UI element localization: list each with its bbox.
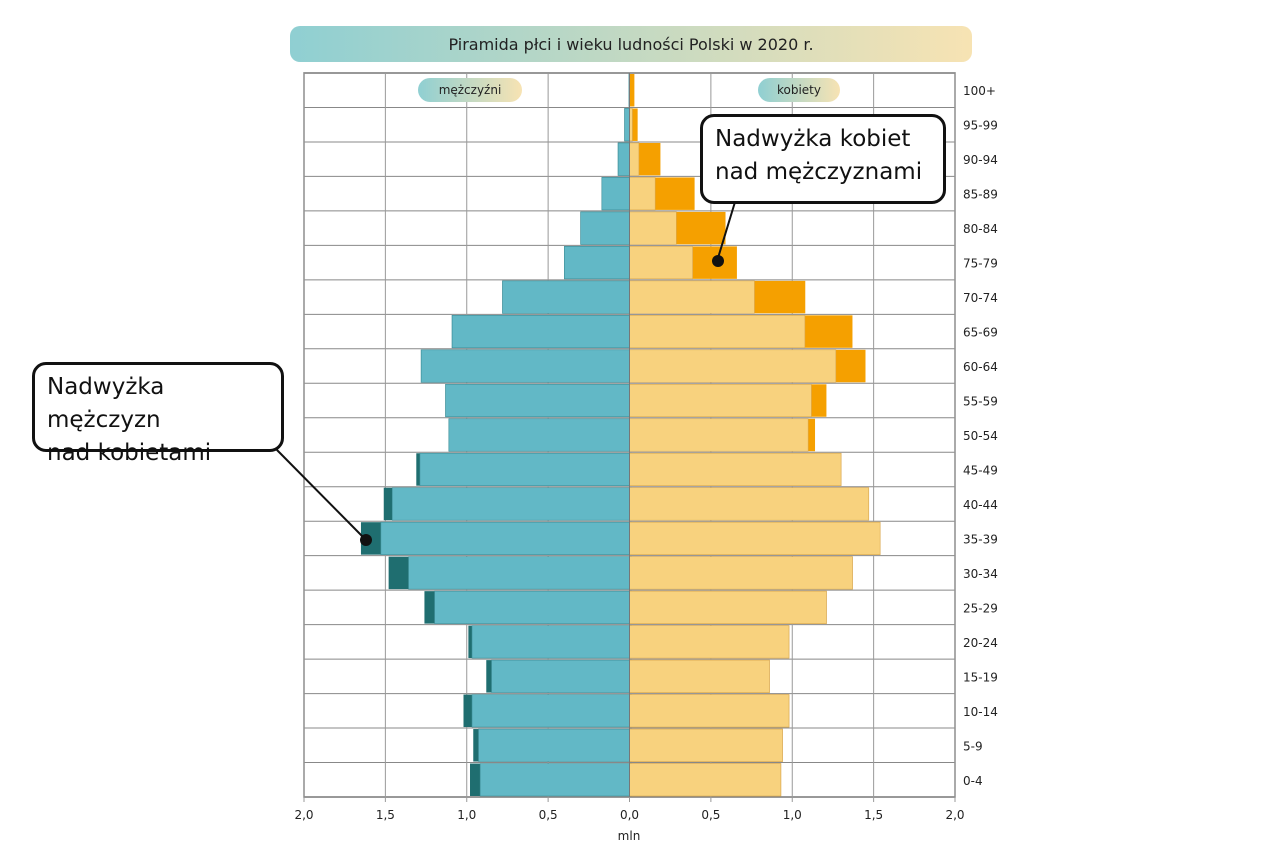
age-group-label: 100+ (963, 84, 996, 98)
bar-female (629, 521, 881, 555)
bar-female (629, 556, 853, 590)
callout-female-excess: Nadwyżka kobiet nad mężczyznami (700, 114, 946, 204)
x-tick-label: 2,0 (294, 808, 313, 822)
bar-female (629, 487, 870, 521)
bar-male (451, 315, 630, 349)
age-group-label: 80-84 (963, 222, 998, 236)
age-group-label: 95-99 (963, 119, 998, 133)
callout-line: Nadwyżka kobiet (715, 126, 911, 152)
legend-female: kobiety (758, 78, 840, 102)
x-tick-label: 2,0 (945, 808, 964, 822)
bar-male (380, 521, 632, 555)
age-group-label: 70-74 (963, 291, 998, 305)
x-tick-label: 0,0 (620, 808, 639, 822)
bar-female (629, 625, 790, 659)
callout-line: nad mężczyznami (715, 159, 923, 185)
age-group-label: 40-44 (963, 498, 998, 512)
bar-male (391, 487, 632, 521)
bar-male (479, 763, 632, 797)
age-group-label: 35-39 (963, 532, 998, 546)
legend-male: mężczyźni (418, 78, 522, 102)
bar-male (502, 280, 630, 314)
bar-female (629, 590, 827, 624)
bar-female (629, 694, 790, 728)
callout-line: Nadwyżka mężczyzn (47, 374, 165, 433)
age-group-label: 60-64 (963, 360, 998, 374)
x-tick-label: 1,5 (864, 808, 883, 822)
bar-female (629, 315, 806, 349)
bar-male (420, 349, 630, 383)
bar-female (629, 246, 693, 280)
age-group-label: 0-4 (963, 774, 983, 788)
bar-female-excess (629, 108, 638, 141)
bar-female (629, 211, 677, 245)
age-group-label: 25-29 (963, 601, 998, 615)
chart-title: Piramida płci i wieku ludności Polski w … (290, 26, 972, 62)
bar-male (445, 383, 630, 418)
age-group-label: 75-79 (963, 257, 998, 271)
bar-female-excess (629, 74, 635, 107)
x-tick-label: 1,0 (457, 808, 476, 822)
x-tick-label: 1,5 (376, 808, 395, 822)
bar-male (448, 418, 630, 452)
callout-dot-male (360, 534, 372, 546)
bar-female (629, 418, 809, 452)
age-group-label: 15-19 (963, 670, 998, 684)
bar-female (629, 177, 656, 211)
bar-female (629, 763, 782, 797)
x-tick-label: 1,0 (783, 808, 802, 822)
age-group-label: 65-69 (963, 326, 998, 340)
callout-line: nad kobietami (47, 440, 212, 466)
age-group-label: 45-49 (963, 463, 998, 477)
bar-male (419, 452, 632, 487)
bar-female (629, 349, 837, 383)
bar-female (629, 728, 783, 762)
x-tick-label: 0,5 (701, 808, 720, 822)
bar-male (564, 246, 630, 280)
bar-female (629, 659, 770, 693)
age-group-label: 5-9 (963, 739, 983, 753)
callout-pointer-male (275, 448, 365, 539)
bar-female (629, 142, 640, 176)
bar-male (617, 142, 630, 176)
age-group-label: 50-54 (963, 429, 998, 443)
bar-female (629, 452, 842, 487)
bar-male (580, 211, 630, 245)
bar-male (624, 108, 630, 142)
age-group-label: 55-59 (963, 395, 998, 409)
bar-female (629, 280, 755, 314)
bar-male (408, 556, 632, 590)
x-axis-label: mln (618, 829, 641, 843)
age-group-label: 20-24 (963, 636, 998, 650)
bar-female (629, 383, 812, 418)
bar-male (601, 177, 630, 211)
bar-male (471, 694, 632, 728)
bar-male (491, 659, 632, 693)
x-tick-label: 0,5 (539, 808, 558, 822)
callout-male-excess: Nadwyżka mężczyzn nad kobietami (32, 362, 284, 466)
age-group-label: 10-14 (963, 705, 998, 719)
bar-male (478, 728, 632, 762)
age-group-label: 85-89 (963, 188, 998, 202)
age-group-label: 30-34 (963, 567, 998, 581)
bar-male (434, 590, 632, 624)
callout-dot-female (712, 255, 724, 267)
bar-male (471, 625, 632, 659)
age-group-label: 90-94 (963, 153, 998, 167)
callout-pointer-female (717, 201, 736, 259)
